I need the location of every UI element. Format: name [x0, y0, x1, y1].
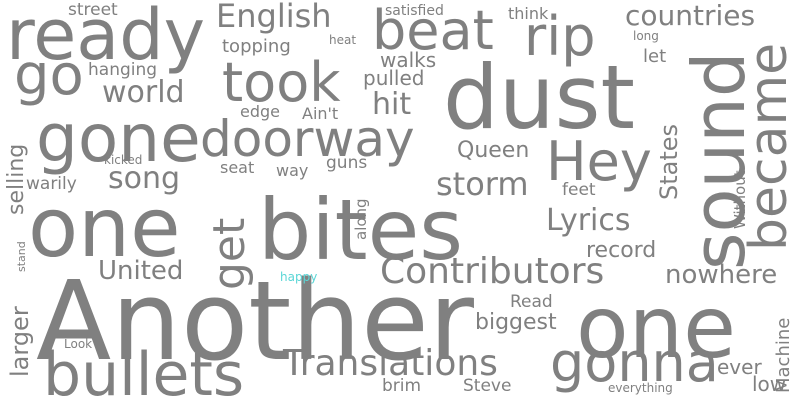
word-dust: dust [443, 46, 635, 149]
word-go: go [14, 43, 84, 108]
word-beat: beat [372, 0, 494, 62]
word-kicked: kicked [104, 153, 143, 167]
word-biggest: biggest [475, 310, 557, 335]
word-walks: walks [380, 48, 437, 72]
word-gone: gone [36, 100, 201, 177]
word-one-large: one [576, 278, 737, 378]
word-bullets: bullets [43, 340, 245, 400]
word-let: let [643, 46, 667, 67]
word-united: United [98, 256, 184, 286]
word-lyrics: Lyrics [546, 203, 631, 238]
word-world: world [102, 75, 185, 110]
word-record: record [586, 238, 657, 263]
word-nowhere: nowhere [665, 260, 778, 290]
word-steve: Steve [463, 376, 512, 396]
word-pulled: pulled [363, 66, 425, 90]
word-street: street [68, 0, 118, 20]
word-another: Another [36, 257, 475, 385]
word-rip: rip [524, 5, 596, 68]
word-brim: brim [382, 376, 422, 396]
word-guns: guns [326, 153, 368, 173]
word-way: way [276, 161, 309, 180]
word-look: Look [64, 337, 93, 351]
word-feet: feet [562, 180, 596, 200]
word-low: low [752, 372, 787, 396]
word-everything: everything [608, 381, 673, 395]
word-bites: bites [258, 181, 464, 279]
word-english: English [216, 0, 332, 35]
word-countries: countries [625, 0, 756, 32]
word-storm: storm [436, 165, 529, 203]
word-heat: heat [329, 33, 357, 47]
word-aint: Ain't [302, 104, 339, 123]
word-think: think [508, 4, 549, 23]
word-gonna: gonna [550, 331, 719, 394]
word-took: took [222, 51, 341, 114]
word-along: along [352, 198, 370, 240]
word-topping: topping [222, 36, 291, 57]
word-larger: larger [6, 306, 34, 377]
word-ready: ready [6, 0, 206, 76]
word-translations: Translations [283, 343, 498, 384]
word-song: song [108, 161, 181, 196]
word-seat: seat [220, 158, 255, 177]
word-long: long [633, 29, 659, 43]
word-warily: warily [26, 174, 77, 194]
word-hanging: hanging [88, 60, 158, 80]
word-without: Without [731, 170, 749, 229]
word-stand: stand [15, 241, 28, 272]
word-states: States [655, 123, 683, 200]
word-selling: selling [4, 143, 29, 215]
word-satisfied: satisfied [385, 3, 444, 19]
word-doorway: doorway [200, 110, 415, 168]
word-ever: ever [717, 355, 762, 379]
word-edge: edge [240, 102, 280, 121]
word-one: one [28, 181, 181, 276]
word-read: Read [510, 292, 553, 312]
word-hey: Hey [546, 130, 652, 193]
word-get: get [204, 217, 255, 290]
word-became: became [739, 42, 799, 251]
word-queen: Queen [457, 138, 530, 163]
word-happy: happy [280, 270, 318, 284]
word-contributors: Contributors [380, 251, 605, 292]
word-machine: Machine [773, 317, 794, 393]
word-hit: hit [372, 87, 412, 122]
